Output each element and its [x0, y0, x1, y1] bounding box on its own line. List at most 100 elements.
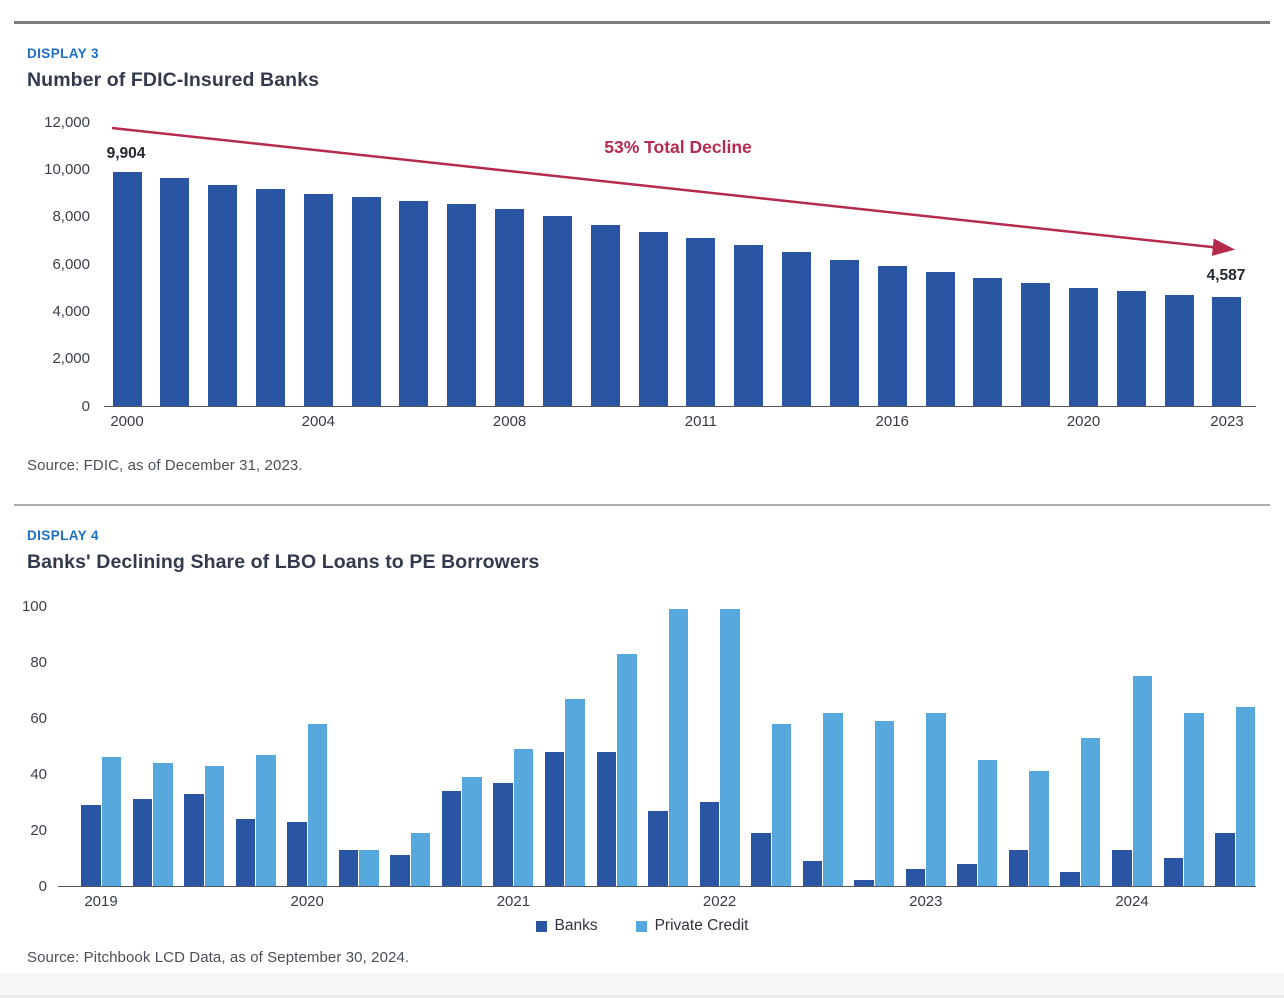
chart1-y-tick-label: 10,000: [44, 160, 90, 178]
chart2-banks-bar-2019Q3: [184, 793, 204, 886]
chart1-bar-2001: [160, 178, 190, 406]
chart1-x-tick-label: 2008: [492, 413, 527, 430]
chart1-bar-2019: [1021, 283, 1051, 406]
chart2-private-credit-bar-2023Q1: [926, 712, 946, 886]
chart2-banks-bar-2020Q1: [287, 821, 307, 886]
chart1-y-tick-label: 4,000: [52, 302, 90, 320]
chart2-private-credit-bar-2022Q2: [771, 723, 792, 886]
legend-label-private-credit: Private Credit: [654, 917, 749, 934]
chart1-bar-2022: [1164, 294, 1194, 406]
legend-item-private-credit: Private Credit: [635, 917, 749, 935]
section-divider: [14, 504, 1270, 506]
chart1-bar-2020: [1069, 287, 1099, 406]
chart2-banks-bar-2021Q1: [493, 782, 513, 886]
chart2-y-tick-label: 0: [38, 877, 47, 895]
chart2-banks-bar-2023Q2: [957, 863, 977, 886]
chart1-x-tick-label: 2020: [1066, 413, 1101, 430]
chart2-private-credit-bar-2020Q3: [410, 832, 431, 886]
chart1-x-tick-label: 2023: [1210, 413, 1244, 430]
chart1-y-tick-label: 2,000: [52, 350, 90, 368]
chart1-bar-2010: [590, 224, 620, 406]
chart1-bar-2014: [782, 251, 812, 406]
chart2-x-tick-label: 2022: [702, 893, 737, 910]
chart2-y-tick-label: 100: [21, 598, 47, 615]
display3-label: DISPLAY 3: [27, 46, 99, 61]
chart2-y-tick-label: 20: [30, 821, 47, 839]
chart1-bar-2000: [112, 171, 142, 406]
chart2-y-tick-label: 40: [30, 765, 47, 783]
chart2-private-credit-bar-2022Q1: [720, 609, 740, 886]
chart2-private-credit-bar-2019Q2: [153, 763, 173, 886]
top-divider: [14, 21, 1270, 24]
chart2-banks-bar-2024Q2: [1163, 858, 1184, 886]
chart2-private-credit-bar-2020Q1: [307, 723, 328, 886]
chart2-banks-bar-2021Q4: [648, 810, 668, 886]
chart1-bar-2004: [303, 193, 333, 406]
chart1-x-tick-label: 2000: [110, 413, 144, 430]
chart1-bar-2008: [495, 209, 525, 406]
chart2-private-credit-bar-2022Q3: [823, 712, 843, 886]
chart2-private-credit-bar-2024Q1: [1132, 676, 1152, 886]
chart2-legend: Banks Private Credit: [0, 917, 1284, 935]
display3-title: Number of FDIC-Insured Banks: [27, 69, 320, 91]
chart2-private-credit-bar-2021Q2: [565, 698, 585, 886]
chart2-banks-bar-2023Q1: [905, 869, 926, 886]
chart2-private-credit-bar-2023Q2: [977, 760, 998, 886]
chart2-banks-bar-2022Q3: [802, 860, 823, 886]
chart1-bar-2021: [1116, 291, 1146, 406]
chart1-bar-2017: [925, 271, 955, 406]
chart2-banks-bar-2022Q4: [854, 880, 874, 886]
chart2-banks-bar-2019Q4: [235, 818, 256, 886]
display4-title: Banks' Declining Share of LBO Loans to P…: [27, 551, 540, 573]
chart1-x-tick-label: 2011: [684, 413, 718, 430]
chart2-private-credit-bar-2019Q1: [101, 757, 121, 886]
chart1-x-tick-label: 2016: [875, 413, 909, 430]
chart2-private-credit-bar-2024Q3: [1235, 707, 1256, 886]
chart1-bar-2002: [208, 184, 238, 406]
chart2-x-tick-label: 2019: [84, 893, 118, 910]
first-bar-value-label: 9,904: [106, 145, 146, 162]
chart1-bar-2011: [638, 231, 668, 406]
chart2-private-credit-bar-2019Q4: [256, 754, 276, 886]
chart2-banks-bar-2022Q2: [751, 832, 771, 886]
last-bar-value-label: 4,587: [1206, 267, 1246, 284]
chart1-bar-2023: [1212, 297, 1242, 406]
chart1-bar-2015: [829, 259, 859, 406]
footer-band: [0, 973, 1284, 998]
chart1-bar-2007: [447, 204, 477, 406]
chart1-bar-2016: [877, 266, 907, 406]
chart1-bar-2006: [399, 200, 429, 406]
chart1-y-tick-label: 8,000: [52, 208, 90, 226]
chart2-banks-bar-2020Q3: [390, 855, 410, 886]
legend-label-banks: Banks: [554, 917, 598, 934]
chart2-banks-bar-2023Q3: [1008, 849, 1029, 886]
chart1-x-axis-line: [104, 406, 1256, 407]
chart2-private-credit-bar-2023Q4: [1080, 737, 1101, 886]
display3-source: Source: FDIC, as of December 31, 2023.: [27, 457, 303, 474]
chart1-y-tick-label: 6,000: [52, 255, 90, 273]
chart2-private-credit-bar-2020Q4: [462, 776, 482, 886]
chart2-private-credit-bar-2021Q3: [617, 654, 637, 886]
chart2-banks-bar-2019Q1: [81, 804, 101, 886]
chart2-banks-bar-2024Q3: [1215, 832, 1235, 886]
chart2-private-credit-bar-2022Q4: [874, 721, 895, 886]
chart2-private-credit-bar-2024Q2: [1184, 712, 1204, 886]
chart2-banks-bar-2023Q4: [1060, 872, 1080, 886]
chart2-private-credit-bar-2019Q3: [204, 765, 225, 886]
chart2-private-credit-bar-2021Q1: [513, 749, 534, 886]
chart2-private-credit-bar-2020Q2: [359, 849, 379, 886]
chart2-banks-bar-2019Q2: [132, 799, 153, 886]
chart2-private-credit-bar-2021Q4: [668, 609, 689, 886]
display4-source: Source: Pitchbook LCD Data, as of Septem…: [27, 949, 410, 966]
chart2-x-axis-line: [58, 886, 1256, 887]
chart2-x-tick-label: 2023: [909, 893, 943, 910]
chart2-banks-bar-2020Q4: [441, 790, 462, 886]
legend-item-banks: Banks: [535, 917, 598, 935]
chart1-y-tick-label: 0: [81, 397, 90, 415]
display4-label: DISPLAY 4: [27, 528, 99, 543]
chart2-private-credit-bar-2023Q3: [1029, 771, 1049, 886]
chart1-bar-2012: [686, 238, 716, 406]
